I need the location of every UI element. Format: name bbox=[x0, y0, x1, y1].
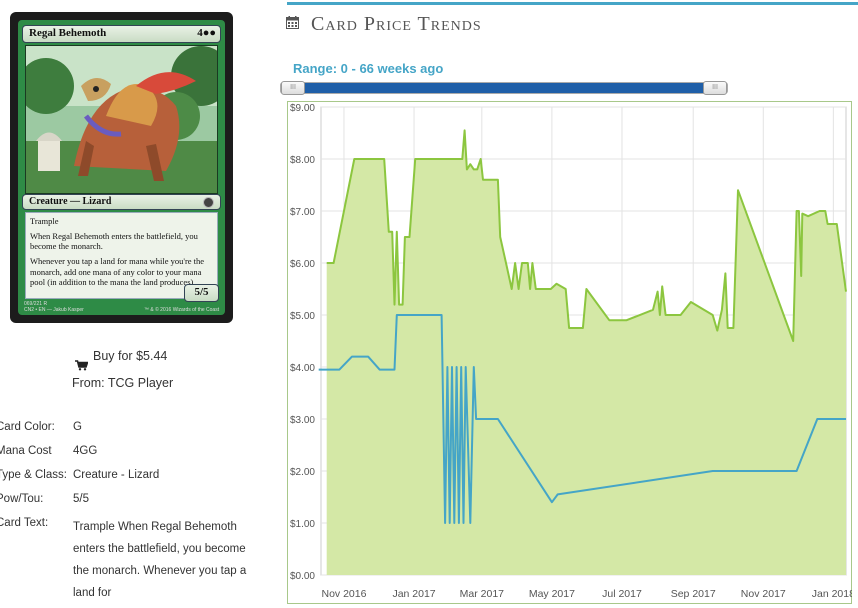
card-type-bar: Creature — Lizard bbox=[22, 194, 221, 210]
x-tick-label: Nov 2016 bbox=[321, 588, 366, 600]
x-tick-label: Nov 2017 bbox=[741, 588, 786, 600]
detail-label-pow-tou: Pow/Tou: bbox=[0, 493, 44, 505]
y-tick-label: $3.00 bbox=[290, 415, 315, 426]
x-tick-label: Mar 2017 bbox=[460, 588, 505, 600]
card-footer: 069/221 R CN2 • EN — Jakub Kasper ™ & © … bbox=[24, 301, 219, 313]
range-label: Range: 0 - 66 weeks ago bbox=[293, 61, 444, 76]
card-art-illustration bbox=[26, 46, 217, 193]
card-mana-symbols: 4●● bbox=[197, 27, 216, 39]
price-trend-chart: $0.00 $1.00 $2.00 $3.00 $4.00 $5.00 $6.00 $7.00… bbox=[290, 103, 852, 600]
cart-icon[interactable] bbox=[75, 360, 88, 371]
y-tick-label: $2.00 bbox=[290, 467, 315, 478]
card-type-line: Creature — Lizard bbox=[29, 196, 112, 207]
x-tick-label: Jan 2017 bbox=[392, 588, 435, 600]
card-rule-monarch: When Regal Behemoth enters the battlefie… bbox=[30, 230, 198, 252]
section-top-rule bbox=[287, 2, 858, 5]
card-rule-mana: Whenever you tap a land for mana while y… bbox=[30, 255, 205, 288]
card-image: Regal Behemoth 4●● bbox=[10, 12, 233, 323]
x-tick-label: Jan 2018 bbox=[812, 588, 852, 600]
series-0-area bbox=[326, 130, 846, 575]
y-tick-label: $5.00 bbox=[290, 311, 315, 322]
detail-value-color: G bbox=[73, 421, 82, 433]
set-symbol-icon bbox=[203, 197, 214, 208]
range-slider[interactable]: III III bbox=[280, 81, 728, 95]
detail-value-pow-tou: 5/5 bbox=[73, 493, 89, 505]
series-1-line bbox=[318, 314, 846, 524]
chart-frame bbox=[287, 101, 852, 604]
y-tick-label: $7.00 bbox=[290, 207, 315, 218]
card-art bbox=[25, 45, 218, 194]
y-tick-label: $6.00 bbox=[290, 259, 315, 270]
y-tick-label: $8.00 bbox=[290, 155, 315, 166]
range-slider-handle-max[interactable]: III bbox=[703, 81, 727, 95]
y-tick-label: $1.00 bbox=[290, 519, 315, 530]
detail-value-mana-cost: 4GG bbox=[73, 445, 98, 457]
y-tick-label: $9.00 bbox=[290, 103, 315, 114]
detail-label-mana-cost: Mana Cost bbox=[0, 445, 52, 457]
card-name: Regal Behemoth bbox=[29, 27, 107, 39]
card-copyright: ™ & © 2016 Wizards of the Coast bbox=[144, 307, 220, 313]
card-power-toughness: 5/5 bbox=[184, 284, 219, 302]
x-tick-label: May 2017 bbox=[529, 588, 575, 600]
buy-link[interactable]: Buy for $5.44 bbox=[93, 349, 168, 363]
card-rule-trample: Trample bbox=[30, 216, 59, 226]
detail-value-type: Creature - Lizard bbox=[73, 469, 160, 481]
card-set-line: CN2 • EN — Jakub Kasper bbox=[24, 307, 84, 313]
x-tick-label: Sep 2017 bbox=[671, 588, 716, 600]
detail-label-card-text: Card Text: bbox=[0, 517, 49, 529]
range-slider-fill bbox=[281, 83, 715, 93]
calendar-icon bbox=[286, 16, 299, 29]
detail-label-type: Type & Class: bbox=[0, 469, 67, 481]
y-tick-label: $0.00 bbox=[290, 571, 315, 582]
detail-label-color: Card Color: bbox=[0, 421, 55, 433]
x-tick-label: Jul 2017 bbox=[602, 588, 642, 600]
detail-value-card-text: Trample When Regal Behemoth enters the b… bbox=[73, 521, 247, 599]
y-tick-label: $4.00 bbox=[290, 363, 315, 374]
series-0-line bbox=[326, 129, 847, 342]
range-slider-handle-min[interactable]: III bbox=[281, 81, 305, 95]
card-name-bar: Regal Behemoth 4●● bbox=[22, 25, 221, 43]
buy-source: From: TCG Player bbox=[72, 376, 174, 390]
card-collector-number: 069/221 R bbox=[24, 301, 48, 307]
section-title: Card Price Trends bbox=[311, 13, 482, 35]
card-frame: Regal Behemoth 4●● bbox=[18, 20, 225, 315]
